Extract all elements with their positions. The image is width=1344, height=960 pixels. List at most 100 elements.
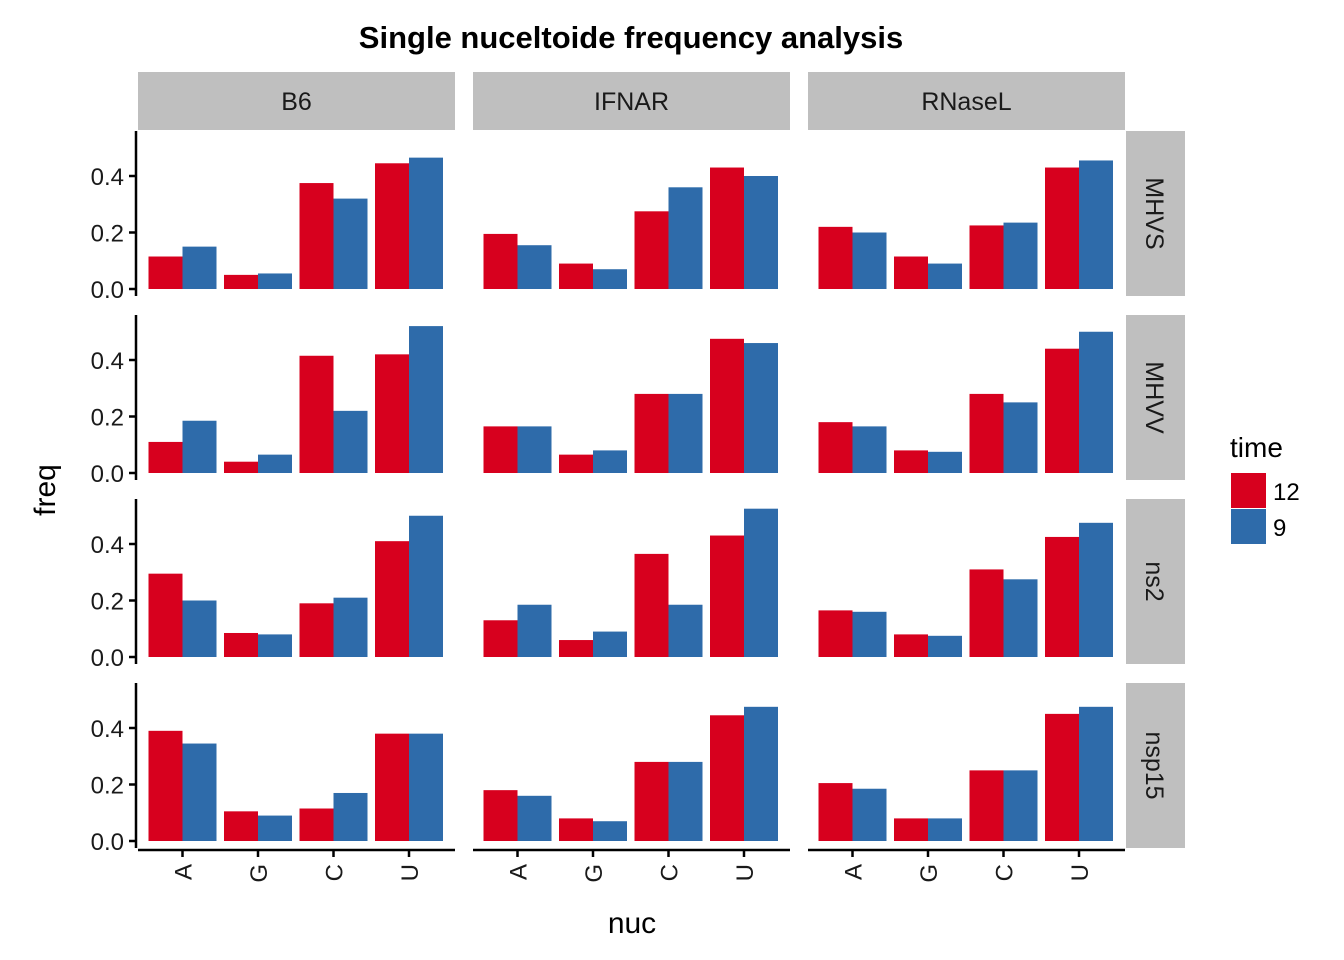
- row-strip-label: MHVV: [1140, 361, 1168, 434]
- column-strip: [138, 72, 455, 130]
- y-tick-label: 0.4: [91, 532, 124, 559]
- y-axis-title: freq: [29, 464, 62, 516]
- bar-9-C: [333, 410, 368, 473]
- bar-9-A: [852, 232, 887, 289]
- bar-12-G: [894, 818, 928, 841]
- bar-9-G: [593, 821, 627, 841]
- bar-9-G: [593, 269, 627, 289]
- y-tick-label: 0.2: [91, 405, 124, 432]
- row-strip: [1126, 683, 1185, 848]
- bar-12-A: [148, 441, 183, 473]
- bar-12-A: [818, 422, 853, 473]
- column-strip: [473, 72, 790, 130]
- x-tick-label: A: [506, 864, 533, 880]
- bar-9-U: [409, 515, 443, 657]
- bar-12-U: [710, 535, 744, 657]
- y-tick-label: 0.4: [91, 716, 124, 743]
- bar-12-A: [148, 730, 183, 841]
- bar-12-A: [148, 573, 183, 657]
- column-strips: B6 IFNAR RNaseL: [138, 72, 1125, 130]
- bar-12-U: [710, 167, 744, 289]
- bar-12-G: [559, 640, 593, 657]
- bar-12-U: [375, 733, 409, 841]
- bar-12-C: [299, 808, 334, 841]
- bar-9-C: [668, 187, 703, 289]
- bar-9-U: [744, 706, 778, 841]
- y-tick-label: 0.2: [91, 773, 124, 800]
- bar-12-U: [375, 354, 409, 473]
- bar-12-C: [299, 603, 334, 657]
- y-tick-label: 0.0: [91, 829, 124, 856]
- bar-12-G: [224, 811, 258, 841]
- bar-9-C: [1003, 222, 1038, 289]
- bar-12-U: [375, 541, 409, 657]
- bar-9-C: [668, 761, 703, 841]
- bar-12-U: [1045, 167, 1079, 289]
- bar-12-A: [483, 620, 518, 657]
- bar-9-C: [1003, 579, 1038, 657]
- bar-9-A: [852, 611, 887, 657]
- y-tick-label: 0.0: [91, 461, 124, 488]
- x-tick-label: C: [657, 864, 684, 881]
- legend-label-12: 12: [1273, 479, 1300, 506]
- bar-9-A: [517, 245, 552, 289]
- bar-9-U: [409, 157, 443, 289]
- bar-9-U: [409, 326, 443, 473]
- legend-title: time: [1230, 432, 1283, 463]
- bar-12-C: [969, 770, 1004, 841]
- bar-12-A: [148, 256, 183, 289]
- bar-12-G: [224, 632, 258, 657]
- y-tick-label: 0.4: [91, 164, 124, 191]
- panel-MHVV-RNaseL: [818, 331, 1113, 473]
- bar-12-U: [710, 338, 744, 473]
- panel-MHVS-B6: [148, 157, 443, 289]
- bar-12-C: [969, 569, 1004, 657]
- bar-9-U: [744, 176, 778, 289]
- bar-12-G: [559, 818, 593, 841]
- panel-nsp15-IFNAR: [483, 706, 778, 841]
- bar-9-A: [517, 795, 552, 841]
- bar-9-G: [258, 454, 292, 473]
- bar-12-A: [818, 783, 853, 841]
- legend: time 12 9: [1230, 432, 1300, 544]
- bar-9-A: [852, 788, 887, 841]
- column-strip: [808, 72, 1125, 130]
- bar-12-C: [969, 393, 1004, 473]
- bar-9-G: [258, 815, 292, 841]
- bar-12-A: [818, 226, 853, 289]
- bar-9-A: [517, 604, 552, 657]
- legend-swatch-12: [1231, 473, 1266, 508]
- legend-label-9: 9: [1273, 515, 1286, 542]
- bar-9-C: [1003, 770, 1038, 841]
- bar-12-G: [224, 274, 258, 289]
- bar-9-U: [1079, 160, 1113, 289]
- chart-title: Single nuceltoide frequency analysis: [359, 20, 903, 55]
- bar-9-U: [1079, 522, 1113, 657]
- row-strip: [1126, 131, 1185, 296]
- bar-9-C: [333, 198, 368, 289]
- panel-nsp15-B6: [148, 730, 443, 841]
- bar-9-G: [928, 818, 962, 841]
- panel-ns2-B6: [148, 515, 443, 657]
- x-tick-label: G: [581, 864, 608, 883]
- bar-9-C: [333, 597, 368, 657]
- row-strip-label: MHVS: [1140, 177, 1168, 249]
- bar-9-G: [593, 450, 627, 473]
- bar-9-C: [1003, 402, 1038, 473]
- bar-12-C: [299, 355, 334, 473]
- x-tick-label: C: [322, 864, 349, 881]
- bar-9-U: [409, 733, 443, 841]
- bar-12-C: [634, 761, 669, 841]
- bar-9-A: [182, 246, 217, 289]
- bar-12-G: [894, 256, 928, 289]
- panel-ns2-RNaseL: [818, 522, 1113, 657]
- x-tick-label: U: [397, 864, 424, 881]
- x-tick-label: C: [992, 864, 1019, 881]
- y-tick-label: 0.0: [91, 277, 124, 304]
- row-strip-label: nsp15: [1140, 731, 1168, 799]
- bar-9-C: [333, 792, 368, 841]
- x-tick-label: A: [841, 864, 868, 880]
- panel-MHVS-RNaseL: [818, 160, 1113, 289]
- bar-12-U: [375, 163, 409, 289]
